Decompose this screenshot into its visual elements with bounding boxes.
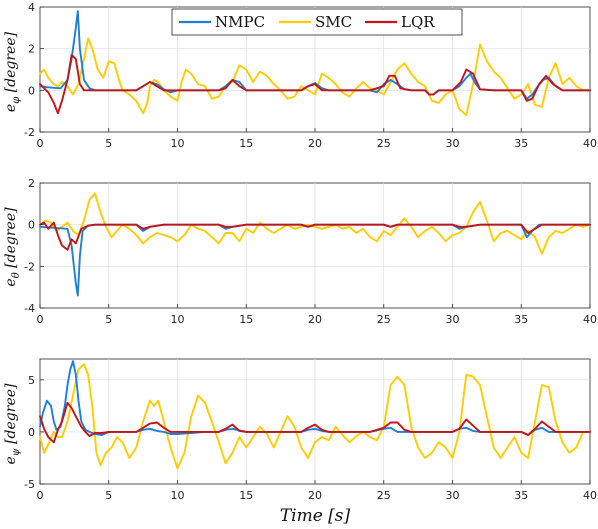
y-tick-label-pitch: -2 <box>24 260 35 273</box>
legend-label-lqr: LQR <box>401 13 435 31</box>
legend: NMPC SMC LQR <box>171 8 463 36</box>
x-tick-label-yaw: 35 <box>514 489 528 502</box>
y-tick-label-yaw: 0 <box>28 426 35 439</box>
y-tick-label-yaw: 5 <box>28 374 35 387</box>
panel-yaw: 0 5 10 15 20 25 30 35 40-505 eψ [degree] Time [s… <box>3 358 597 526</box>
x-tick-label-yaw: 40 <box>583 489 597 502</box>
series-line-lqr-pitch <box>39 221 591 251</box>
series-line-lqr-yaw <box>39 401 591 444</box>
x-tick-label-pitch: 10 <box>171 313 185 326</box>
x-tick-label-roll: 35 <box>514 137 528 150</box>
x-tick-label-roll: 20 <box>308 137 322 150</box>
x-tick-label-roll: 30 <box>446 137 460 150</box>
y-tick-label-pitch: 0 <box>28 219 35 232</box>
x-tick-label-yaw: 25 <box>377 489 391 502</box>
y-tick-label-roll: 2 <box>28 43 35 56</box>
y-tick-label-roll: 0 <box>28 84 35 97</box>
x-tick-label-pitch: 35 <box>514 313 528 326</box>
series-line-lqr-roll <box>39 53 591 115</box>
x-tick-label-roll: 5 <box>105 137 112 150</box>
ylabel-yaw: eψ [degree] <box>3 383 22 465</box>
x-tick-label-roll: 10 <box>171 137 185 150</box>
x-tick-label-roll: 40 <box>583 137 597 150</box>
ylabel-roll: eφ [degree] <box>3 31 22 112</box>
y-tick-label-pitch: -4 <box>24 302 35 315</box>
series-line-smc-yaw <box>39 363 591 470</box>
x-tick-label-roll: 25 <box>377 137 391 150</box>
legend-label-smc: SMC <box>315 13 352 31</box>
x-tick-label-yaw: 15 <box>239 489 253 502</box>
x-tick-label-roll: 15 <box>239 137 253 150</box>
y-tick-label-roll: -2 <box>24 126 35 139</box>
x-tick-label-yaw: 20 <box>308 489 322 502</box>
x-tick-label-pitch: 5 <box>105 313 112 326</box>
y-tick-label-pitch: 2 <box>28 177 35 190</box>
x-tick-label-pitch: 15 <box>239 313 253 326</box>
x-tick-label-pitch: 30 <box>446 313 460 326</box>
x-tick-label-pitch: 0 <box>37 313 44 326</box>
x-tick-label-roll: 0 <box>37 137 44 150</box>
x-tick-label-pitch: 40 <box>583 313 597 326</box>
panel-pitch: 0 5 10 15 20 25 30 35 40 -4 -2 0 2 eθ [degree] <box>3 177 597 326</box>
series-line-smc-roll <box>39 37 591 117</box>
y-tick-label-roll: 4 <box>28 1 35 14</box>
y-tick-label-yaw: -5 <box>24 478 35 491</box>
legend-box <box>171 8 463 36</box>
legend-label-nmpc: NMPC <box>215 13 265 31</box>
xlabel-time: Time [s] <box>280 506 351 526</box>
x-tick-label-pitch: 25 <box>377 313 391 326</box>
x-tick-label-pitch: 20 <box>308 313 322 326</box>
x-tick-label-yaw: 5 <box>105 489 112 502</box>
x-tick-label-yaw: 30 <box>446 489 460 502</box>
x-tick-label-yaw: 0 <box>37 489 44 502</box>
ylabel-pitch: eθ [degree] <box>3 207 22 287</box>
x-tick-label-yaw: 10 <box>171 489 185 502</box>
